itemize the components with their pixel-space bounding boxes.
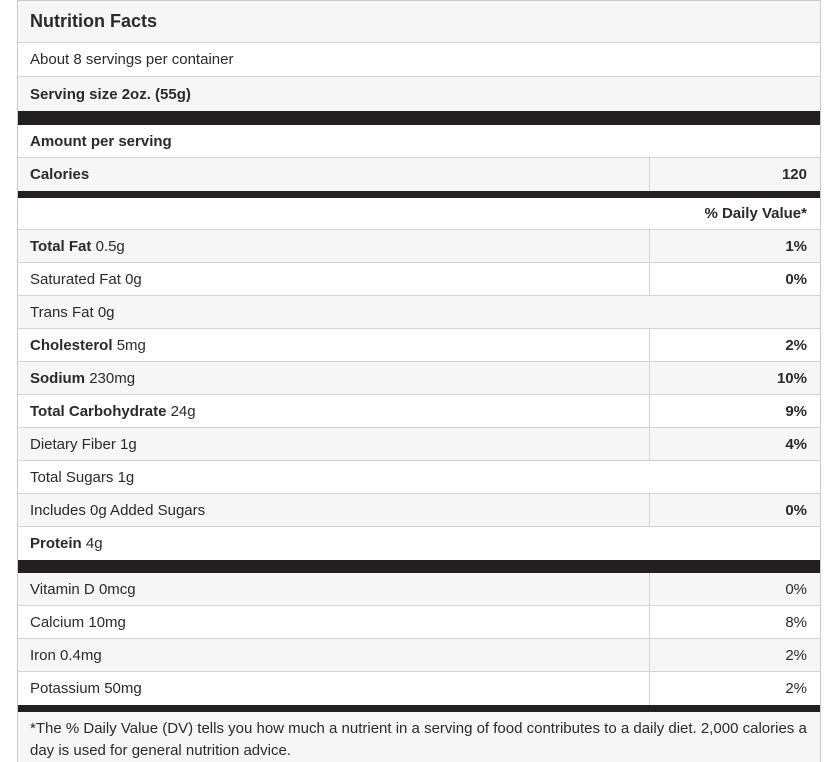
daily-value-header-row: % Daily Value* (18, 198, 820, 230)
nutrient-daily-value: 0% (649, 494, 820, 526)
amount-per-serving-text: Amount per serving (30, 132, 172, 150)
nutrient-daily-value: 1% (649, 230, 820, 262)
vitamin-daily-value: 0% (649, 573, 820, 605)
vitamin-label: Vitamin D 0mcg (18, 573, 649, 605)
nutrient-amount: 1g (117, 468, 135, 486)
thick-separator-bar (18, 111, 820, 125)
nutrient-name: Protein (30, 535, 82, 552)
nutrient-row-trans-fat: Trans Fat 0g (18, 296, 820, 329)
nutrient-label: Total Carbohydrate 24g (18, 395, 649, 427)
vitamin-row-vitamin-d: Vitamin D 0mcg 0% (18, 573, 820, 606)
vitamin-row-potassium: Potassium 50mg 2% (18, 672, 820, 705)
title-row: Nutrition Facts (18, 1, 820, 43)
nutrient-label: Saturated Fat 0g (18, 263, 649, 295)
nutrient-amount: 230mg (89, 369, 136, 387)
nutrient-amount: 24g (170, 402, 196, 420)
nutrient-amount: 4g (85, 535, 103, 552)
nutrient-row-dietary-fiber: Dietary Fiber 1g 4% (18, 428, 820, 461)
nutrient-row-total-fat: Total Fat 0.5g 1% (18, 230, 820, 263)
nutrient-row-added-sugars: Includes 0g Added Sugars 0% (18, 494, 820, 527)
nutrient-name: Saturated Fat (30, 270, 121, 288)
vitamin-name: Calcium (30, 613, 85, 631)
nutrient-daily-value: 10% (649, 362, 820, 394)
nutrient-amount: 1g (120, 435, 137, 453)
nutrient-name: Trans Fat (30, 303, 94, 321)
serving-size-text: Serving size 2oz. (55g) (30, 85, 191, 103)
calories-row: Calories 120 (18, 158, 820, 191)
nutrient-amount: 0.5g (95, 237, 125, 255)
nutrient-label: Includes 0g Added Sugars (18, 494, 649, 526)
nutrient-row-sodium: Sodium 230mg 10% (18, 362, 820, 395)
daily-value-footnote: *The % Daily Value (DV) tells you how mu… (18, 712, 820, 762)
nutrient-amount: 0g (125, 270, 142, 288)
vitamin-amount: 0.4mg (60, 646, 102, 664)
nutrient-row-total-carbohydrate: Total Carbohydrate 24g 9% (18, 395, 820, 428)
nutrition-facts-label: Nutrition Facts About 8 servings per con… (17, 0, 821, 762)
nutrient-name: Total Fat (30, 237, 92, 255)
nutrient-label: Protein 4g (18, 527, 820, 560)
nutrient-label: Total Fat 0.5g (18, 230, 649, 262)
vitamin-name: Potassium (30, 680, 101, 697)
nutrient-row-saturated-fat: Saturated Fat 0g 0% (18, 263, 820, 296)
vitamin-name: Vitamin D (30, 580, 95, 598)
calories-value: 120 (649, 158, 820, 191)
vitamin-label: Calcium 10mg (18, 606, 649, 638)
medium-separator-bar (18, 191, 820, 198)
vitamin-row-iron: Iron 0.4mg 2% (18, 639, 820, 672)
nutrient-amount: 5mg (116, 336, 146, 354)
nutrient-name: Includes 0g Added Sugars (30, 501, 206, 519)
nutrient-amount: 0g (97, 303, 115, 321)
thick-separator-bar (18, 560, 820, 573)
nutrient-label: Total Sugars 1g (18, 461, 820, 493)
daily-value-header: % Daily Value* (704, 205, 807, 222)
nutrient-label: Trans Fat 0g (18, 296, 820, 328)
serving-size-row: Serving size 2oz. (55g) (18, 77, 820, 111)
nutrient-daily-value: 2% (649, 329, 820, 361)
vitamin-label: Iron 0.4mg (18, 639, 649, 671)
nutrient-daily-value: 9% (649, 395, 820, 427)
vitamin-daily-value: 2% (649, 639, 820, 671)
nutrient-name: Total Carbohydrate (30, 402, 167, 420)
vitamin-amount: 50mg (104, 680, 142, 697)
nutrient-name: Sodium (30, 369, 85, 387)
page-title: Nutrition Facts (30, 11, 158, 31)
vitamin-amount: 10mg (88, 613, 126, 631)
nutrient-row-cholesterol: Cholesterol 5mg 2% (18, 329, 820, 362)
vitamin-row-calcium: Calcium 10mg 8% (18, 606, 820, 639)
nutrient-daily-value: 0% (649, 263, 820, 295)
servings-per-container-row: About 8 servings per container (18, 43, 820, 77)
vitamin-name: Iron (30, 646, 56, 664)
vitamin-daily-value: 8% (649, 606, 820, 638)
vitamin-amount: 0mcg (98, 580, 136, 598)
medium-separator-bar (18, 705, 820, 712)
nutrient-row-protein: Protein 4g (18, 527, 820, 560)
vitamin-label: Potassium 50mg (18, 672, 649, 705)
nutrient-label: Cholesterol 5mg (18, 329, 649, 361)
nutrient-label: Sodium 230mg (18, 362, 649, 394)
nutrient-daily-value: 4% (649, 428, 820, 460)
amount-per-serving-row: Amount per serving (18, 125, 820, 158)
nutrient-name: Cholesterol (30, 336, 113, 354)
nutrient-label: Dietary Fiber 1g (18, 428, 649, 460)
nutrient-row-total-sugars: Total Sugars 1g (18, 461, 820, 494)
calories-label: Calories (30, 166, 90, 183)
nutrient-name: Dietary Fiber (30, 435, 116, 453)
servings-per-container-text: About 8 servings per container (30, 51, 234, 68)
nutrient-name: Total Sugars (30, 468, 114, 486)
vitamin-daily-value: 2% (649, 672, 820, 705)
